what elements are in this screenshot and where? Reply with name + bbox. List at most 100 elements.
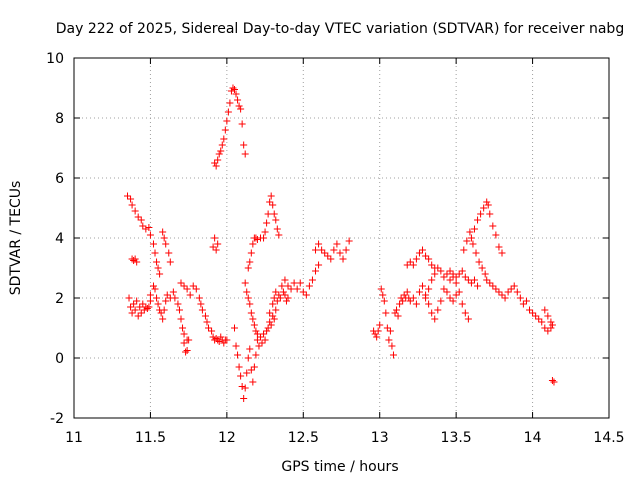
data-point [209, 243, 217, 251]
data-point [272, 288, 280, 296]
data-point [146, 297, 154, 305]
data-point [498, 249, 506, 257]
data-point [302, 291, 310, 299]
data-point [393, 306, 401, 314]
data-point [177, 279, 185, 287]
data-point [544, 327, 552, 335]
data-point [443, 270, 451, 278]
data-point [145, 224, 153, 231]
data-point [510, 282, 518, 290]
data-point [250, 321, 258, 329]
data-point [247, 309, 255, 317]
data-point [305, 282, 313, 290]
data-point [139, 300, 147, 308]
data-point [419, 246, 427, 254]
data-point [214, 240, 222, 248]
data-point [460, 246, 468, 254]
data-point [218, 141, 226, 149]
data-point [516, 294, 524, 302]
y-tick-label: 2 [55, 291, 64, 307]
data-point [437, 297, 445, 305]
data-point [198, 306, 206, 314]
data-point [428, 309, 436, 317]
data-point [197, 300, 205, 308]
y-tick-label: 8 [55, 111, 64, 127]
data-point [276, 294, 284, 302]
data-point [127, 303, 135, 311]
data-point [409, 294, 417, 302]
data-point [443, 288, 451, 296]
data-point [394, 312, 402, 320]
data-point [548, 377, 556, 384]
data-point [547, 324, 555, 332]
data-point [391, 309, 399, 317]
data-point [434, 264, 442, 272]
data-point [422, 252, 430, 260]
data-point [169, 288, 177, 296]
data-point [440, 285, 448, 293]
data-point [166, 258, 174, 266]
data-point [452, 279, 460, 287]
data-point [452, 291, 460, 299]
data-point [131, 255, 139, 263]
data-point [461, 309, 469, 317]
data-point [330, 246, 338, 254]
data-point [396, 300, 404, 308]
data-point [272, 306, 280, 314]
x-tick-label: 11 [65, 430, 83, 446]
data-point [124, 192, 131, 200]
data-point [281, 276, 289, 284]
data-point [519, 300, 527, 308]
data-point [446, 276, 454, 284]
data-point [215, 338, 223, 345]
y-tick-label: 10 [46, 51, 64, 67]
x-tick-label: 13.5 [441, 430, 472, 446]
data-point [425, 285, 433, 293]
data-point [237, 105, 245, 113]
data-point [243, 369, 251, 377]
data-point [529, 309, 537, 317]
data-point [209, 333, 217, 341]
data-point [180, 330, 188, 338]
data-point [156, 270, 164, 278]
data-point [422, 294, 430, 302]
data-point [327, 255, 335, 263]
data-point [481, 270, 489, 278]
data-point [252, 327, 260, 335]
data-point [246, 345, 254, 353]
data-point [266, 309, 274, 317]
data-point [180, 282, 188, 290]
data-point [273, 297, 281, 305]
data-point [146, 291, 154, 299]
data-point [221, 126, 229, 134]
data-point [142, 225, 150, 233]
data-point [269, 312, 277, 320]
data-point [466, 228, 474, 236]
data-point [415, 288, 423, 296]
data-point [513, 288, 521, 296]
data-point [495, 288, 503, 296]
data-point [541, 324, 549, 332]
data-point [212, 246, 220, 254]
data-point [130, 300, 138, 308]
data-point [255, 342, 263, 350]
data-point [249, 315, 257, 323]
data-point [374, 327, 382, 335]
data-point [223, 336, 231, 344]
data-point [159, 315, 167, 323]
data-point [137, 309, 145, 317]
data-point [133, 297, 141, 305]
x-tick-label: 14 [524, 430, 542, 446]
data-point [321, 249, 329, 257]
data-point [406, 297, 414, 305]
data-point [472, 249, 480, 257]
data-point [244, 294, 252, 302]
data-point [486, 279, 494, 287]
data-point [215, 150, 223, 158]
data-point [258, 339, 266, 347]
data-point [498, 291, 506, 299]
data-point [154, 300, 162, 308]
data-point [175, 306, 183, 314]
data-point [484, 201, 492, 209]
data-point [223, 117, 231, 125]
